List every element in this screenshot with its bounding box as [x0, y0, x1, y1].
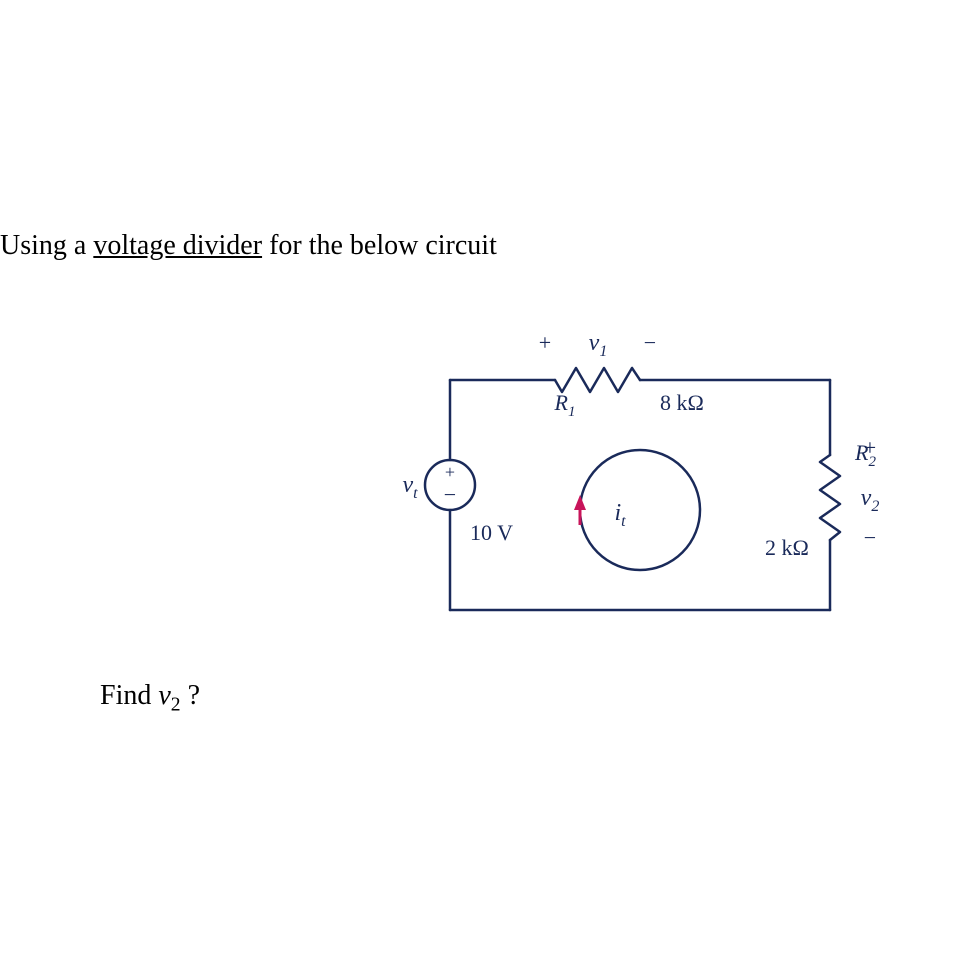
r1-name: R1: [554, 390, 576, 420]
prompt-suffix: for the below circuit: [262, 230, 497, 261]
r1-value: 8 kΩ: [660, 390, 704, 415]
r1-minus: −: [644, 330, 656, 355]
resistor-r2: [820, 455, 840, 540]
r1-plus: +: [539, 330, 551, 355]
question-var: v: [158, 680, 170, 711]
question-prefix: Find: [100, 680, 158, 711]
r2-plus: +: [864, 435, 876, 460]
prompt-line: Using a voltage divider for the below ci…: [0, 230, 497, 262]
loop-current-circle: [580, 450, 700, 570]
r1-voltage-label: v1: [589, 330, 608, 360]
r2-minus: −: [864, 525, 876, 550]
resistor-r1: [555, 368, 640, 392]
current-label: it: [614, 500, 626, 530]
question-line: Find v2 ?: [100, 680, 200, 717]
prompt-underlined: voltage divider: [93, 230, 262, 261]
current-arrow-icon: [574, 495, 586, 525]
question-suffix: ?: [181, 680, 200, 711]
prompt-prefix: Using a: [0, 230, 93, 261]
r2-value: 2 kΩ: [765, 535, 809, 560]
source-value: 10 V: [470, 520, 513, 545]
r2-voltage-label: v2: [861, 485, 880, 515]
source-minus: −: [444, 482, 456, 507]
circuit-diagram: + − vt 10 V + v1 − R1 8 kΩ R2 2 kΩ + v2 …: [370, 310, 890, 650]
source-plus: +: [445, 462, 455, 482]
source-label: vt: [402, 472, 418, 502]
question-sub: 2: [171, 695, 181, 716]
